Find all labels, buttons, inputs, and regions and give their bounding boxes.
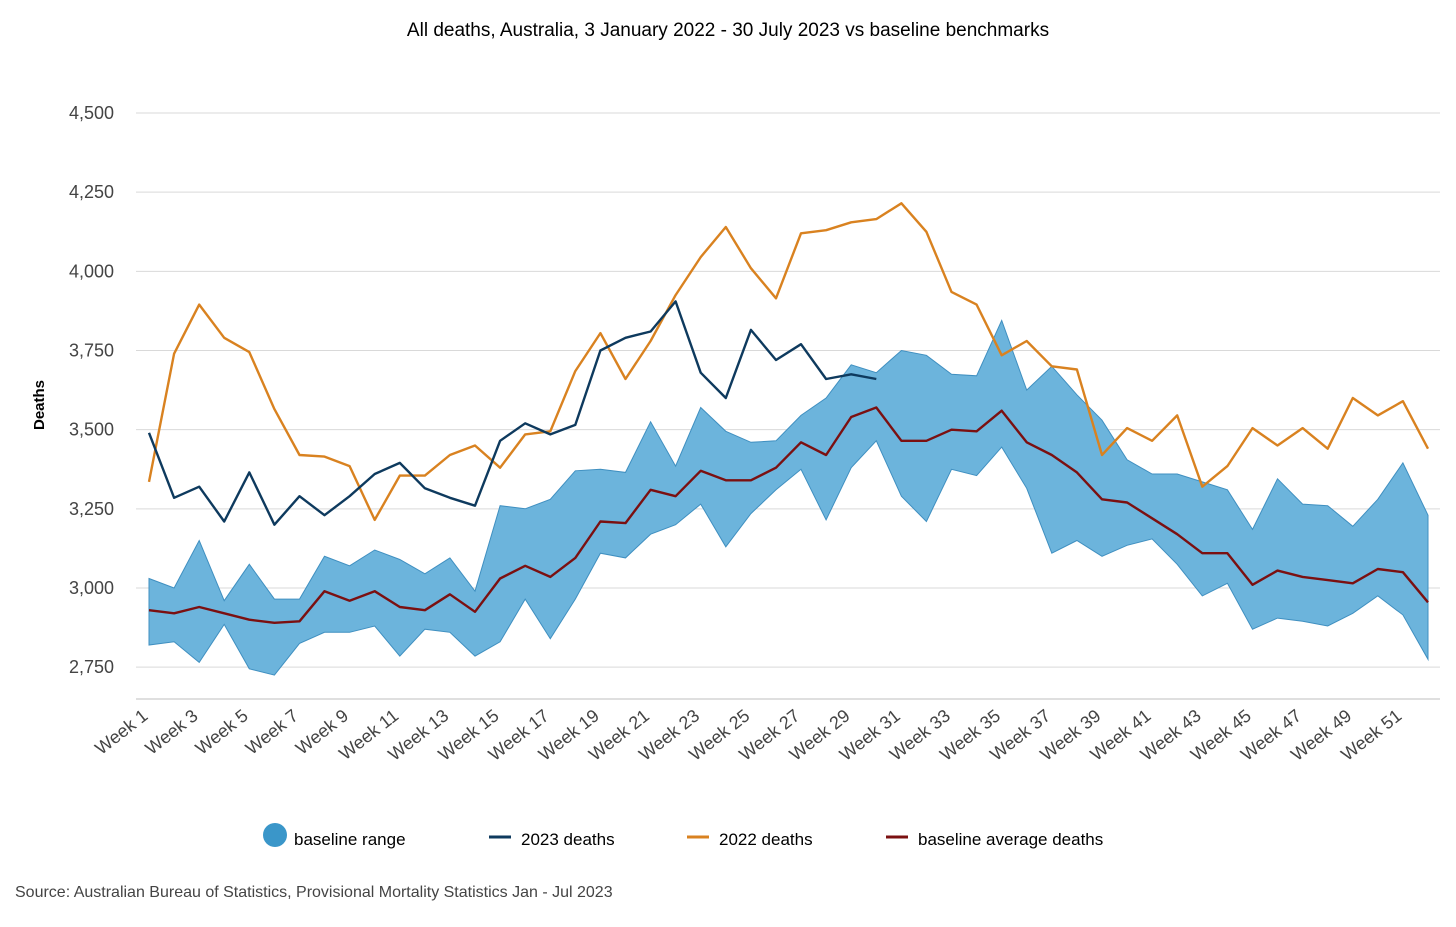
baseline-range-band [148,319,1429,676]
y-tick-label: 4,000 [69,261,114,281]
series-line-2022-deaths [147,202,1430,522]
source-note: Source: Australian Bureau of Statistics,… [15,884,613,901]
y-tick-label: 3,250 [69,499,114,519]
x-tick-label: Week 7 [242,705,302,758]
legend: baseline range 2023 deaths 2022 deaths base… [263,823,1103,849]
y-tick-label: 3,000 [69,578,114,598]
x-tick-label: Week 5 [192,705,252,758]
series-line-2023-deaths [147,300,877,526]
legend-label-2022-deaths: 2022 deaths [719,830,813,849]
y-tick-label: 4,250 [69,182,114,202]
y-axis: 2,750 3,000 3,250 3,500 3,750 4,000 4,250 4,500 [69,103,114,677]
y-tick-label: 2,750 [69,657,114,677]
legend-label-baseline-average-deaths: baseline average deaths [918,830,1103,849]
x-tick-label: Week 1 [91,705,151,758]
series-lines [147,202,1430,624]
legend-label-baseline-range: baseline range [294,830,406,849]
baseline-range-area [148,319,1429,676]
legend-label-2023-deaths: 2023 deaths [521,830,615,849]
y-tick-label: 3,750 [69,341,114,361]
chart-title: All deaths, Australia, 3 January 2022 - … [407,20,1049,41]
y-tick-label: 4,500 [69,103,114,123]
y-axis-label: Deaths [31,380,48,430]
x-tick-label: Week 3 [141,705,201,758]
series-line-baseline-average-deaths [148,406,1429,624]
legend-swatch-baseline-range [263,823,287,847]
y-tick-label: 3,500 [69,420,114,440]
